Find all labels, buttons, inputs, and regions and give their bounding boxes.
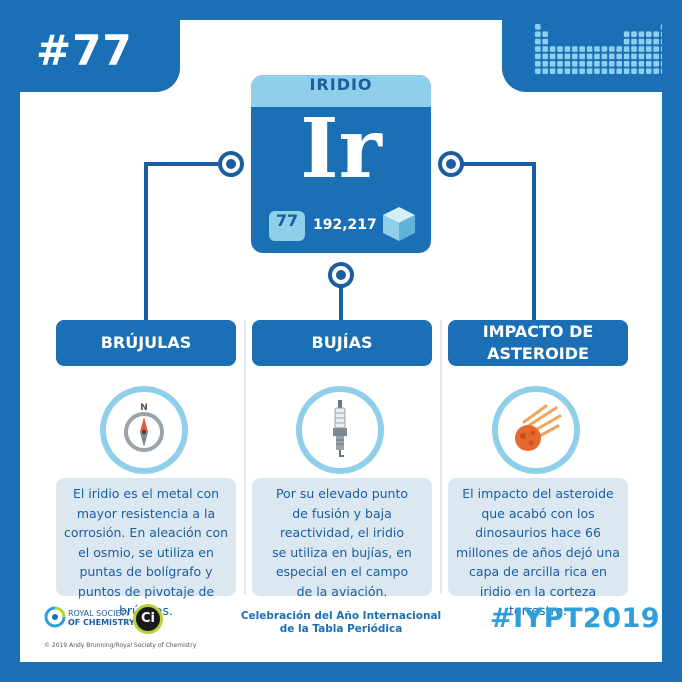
column-title-compasses: BRÚJULAS — [56, 320, 236, 366]
connector-node-left — [218, 151, 244, 177]
hashtag: #IYPT2019 — [490, 603, 661, 634]
description-compasses: El iridio es el metal con mayor resisten… — [56, 478, 236, 618]
element-symbol: Ir — [300, 101, 382, 197]
atomic-mass: 192,217 — [313, 217, 377, 233]
connector-node-right — [438, 151, 464, 177]
number-tab — [20, 20, 180, 92]
connector-line-left-vertical — [144, 162, 148, 320]
column-title-asteroid: IMPACTO DE ASTEROIDE — [448, 320, 628, 366]
element-name: IRIDIO — [309, 75, 373, 94]
spark-plug-icon — [333, 400, 347, 457]
periodic-table-tab — [502, 20, 662, 92]
connector-node-center — [328, 262, 354, 288]
connector-line-center-vertical — [339, 276, 343, 320]
column-divider-left — [244, 320, 246, 594]
element-name-band — [251, 75, 431, 107]
rsc-logo-icon — [44, 606, 66, 628]
connector-line-right-vertical — [532, 162, 536, 320]
compass-icon: N — [124, 403, 164, 452]
connector-line-left — [144, 162, 224, 166]
copyright: © 2019 Andy Brunning/Royal Society of Ch… — [44, 642, 197, 649]
periodic-table-icon — [535, 24, 662, 74]
celebration-text: Celebración del Año Internacional de la … — [240, 610, 442, 635]
ci-logo: Ci — [133, 604, 163, 634]
svg-text:N: N — [140, 403, 148, 413]
cube-icon — [383, 207, 415, 241]
meteor-icon — [515, 404, 562, 451]
rsc-line-1: ROYAL SOCIETY — [68, 609, 131, 618]
meteor-icon-circle — [492, 386, 580, 474]
column-title-spark-plugs: BUJÍAS — [252, 320, 432, 366]
description-spark-plugs: Por su elevado punto de fusión y baja re… — [252, 478, 432, 599]
connector-line-right — [456, 162, 536, 166]
description-asteroid: El impacto del asteroide que acabó con l… — [448, 478, 628, 618]
element-tile: IRIDIO Ir 77 192,217 — [251, 75, 431, 253]
rsc-line-2: OF CHEMISTRY — [68, 618, 135, 627]
spark-plug-icon-circle — [296, 386, 384, 474]
rsc-logo-text: ROYAL SOCIETY OF CHEMISTRY — [68, 609, 135, 627]
atomic-number: 77 — [269, 211, 305, 241]
infographic-number: #77 — [36, 26, 133, 75]
column-divider-right — [440, 320, 442, 594]
compass-icon-circle: N — [100, 386, 188, 474]
